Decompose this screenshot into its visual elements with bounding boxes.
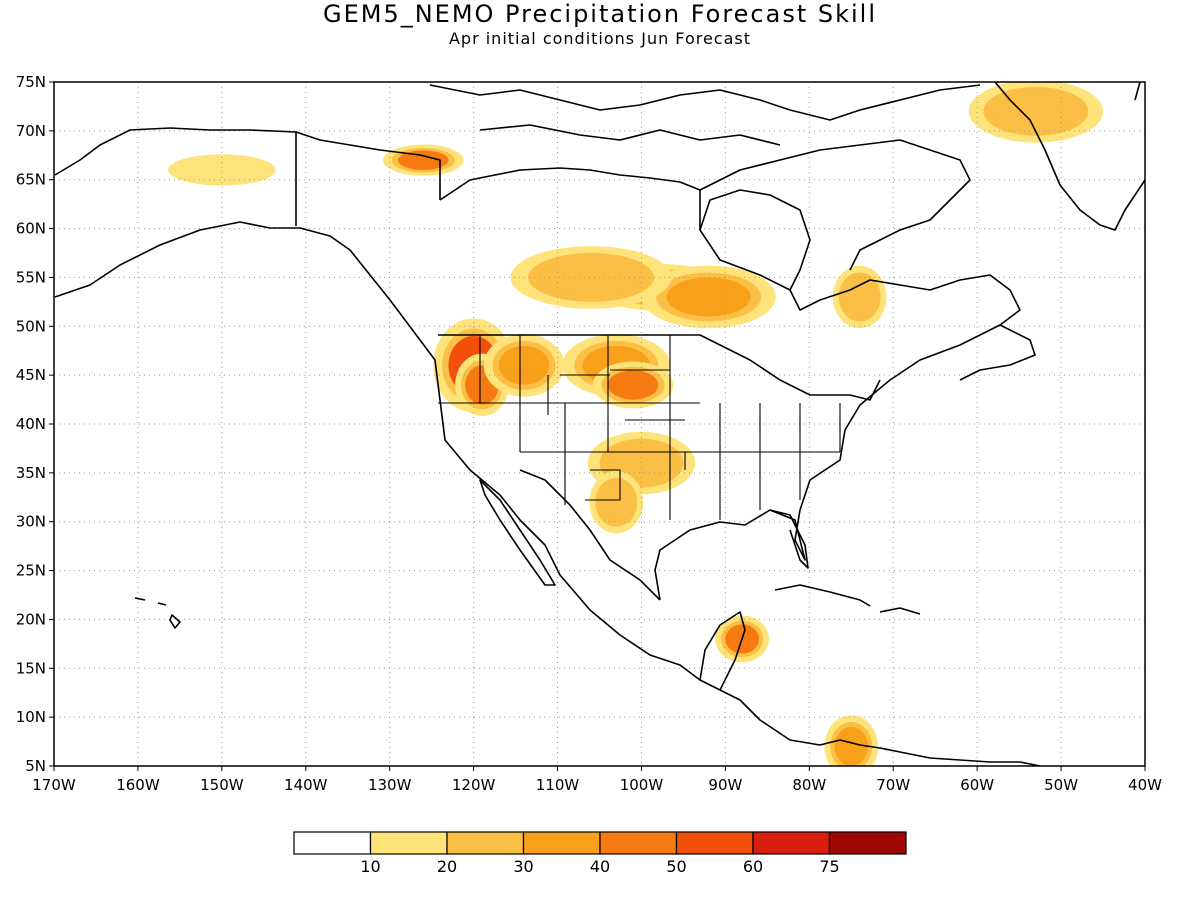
- lon-tick-label: 60W: [960, 776, 994, 794]
- lat-tick-label: 70N: [16, 122, 46, 140]
- skill-region-7: [540, 257, 642, 297]
- lon-tick-label: 120W: [452, 776, 496, 794]
- colorbar-label: 30: [513, 857, 533, 876]
- colorbar-label: 10: [360, 857, 380, 876]
- skill-region-4: [607, 370, 659, 400]
- skill-region-6: [666, 277, 751, 317]
- lat-tick-label: 55N: [16, 268, 46, 286]
- lon-tick-label: 170W: [32, 776, 76, 794]
- colorbar-label: 50: [666, 857, 686, 876]
- lon-tick-label: 40W: [1128, 776, 1162, 794]
- colorbar-swatch: [675, 831, 754, 855]
- lat-tick-label: 25N: [16, 562, 46, 580]
- hispaniola-coastline: [879, 607, 921, 615]
- hudson-bay-coastline: [699, 189, 811, 291]
- baja-california: [479, 479, 556, 586]
- colorbar-swatch: [369, 831, 448, 855]
- lat-tick-label: 30N: [16, 513, 46, 531]
- colorbar-label: 20: [437, 857, 457, 876]
- greenland-coastline: [994, 82, 1145, 231]
- lat-tick-label: 60N: [16, 220, 46, 238]
- colorbar-swatch: [599, 831, 678, 855]
- skill-region-2: [498, 345, 550, 385]
- colorbar-swatch: [828, 831, 907, 855]
- skill-region-9: [599, 482, 634, 522]
- lat-tick-label: 5N: [25, 757, 46, 775]
- colorbar: 10 20 30 40 50 60 75: [293, 831, 907, 876]
- colorbar-label: 40: [590, 857, 610, 876]
- colorbar-swatch: [752, 831, 831, 855]
- skill-region-15: [188, 160, 256, 180]
- lat-tick-label: 10N: [16, 708, 46, 726]
- colorbar-swatch: [446, 831, 525, 855]
- state-borders: [438, 335, 841, 520]
- skill-region-14: [842, 277, 877, 317]
- arctic-islands: [429, 84, 981, 121]
- skill-region-11: [834, 726, 869, 766]
- map-subtitle: Apr initial conditions Jun Forecast: [448, 29, 752, 48]
- skill-shading: [168, 82, 1104, 766]
- arctic-islands-2: [479, 124, 781, 146]
- lon-tick-label: 140W: [284, 776, 328, 794]
- lat-tick-label: 15N: [16, 659, 46, 677]
- colorbar-label: 60: [743, 857, 763, 876]
- lat-tick-label: 75N: [16, 73, 46, 91]
- cuba-coastline: [774, 584, 871, 607]
- colorbar-swatch: [522, 831, 601, 855]
- skill-region-13: [993, 91, 1078, 131]
- lat-tick-label: 35N: [16, 464, 46, 482]
- skill-region-12: [398, 150, 449, 170]
- north-america-coastline: [54, 127, 1041, 766]
- colorbar-label: 75: [819, 857, 839, 876]
- hawaii-islands: [134, 597, 181, 629]
- lat-tick-label: 20N: [16, 610, 46, 628]
- lat-tick-label: 50N: [16, 317, 46, 335]
- lon-tick-label: 130W: [368, 776, 412, 794]
- lon-tick-label: 50W: [1044, 776, 1078, 794]
- lon-tick-label: 160W: [116, 776, 160, 794]
- lat-tick-label: 65N: [16, 171, 46, 189]
- lon-tick-label: 80W: [792, 776, 826, 794]
- colorbar-swatch: [293, 831, 372, 855]
- lon-tick-label: 110W: [536, 776, 580, 794]
- lat-tick-label: 45N: [16, 366, 46, 384]
- lon-tick-label: 100W: [620, 776, 664, 794]
- lat-tick-label: 40N: [16, 415, 46, 433]
- map-title: GEM5_NEMO Precipitation Forecast Skill: [322, 0, 878, 28]
- coastline: [54, 82, 1145, 766]
- lon-tick-label: 70W: [876, 776, 910, 794]
- florida-coastline: [769, 509, 809, 569]
- axis-labels: 75N 70N 65N 60N 55N 50N 45N 40N 35N 30N 25N 20N 15N 1…: [16, 73, 1162, 794]
- lon-tick-label: 90W: [708, 776, 742, 794]
- us-canada-border: [438, 334, 881, 401]
- lon-tick-label: 150W: [200, 776, 244, 794]
